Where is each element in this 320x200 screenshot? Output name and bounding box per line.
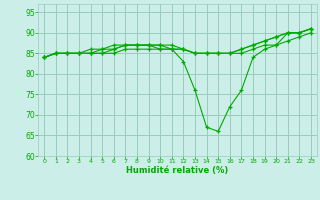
X-axis label: Humidité relative (%): Humidité relative (%) xyxy=(126,166,229,175)
